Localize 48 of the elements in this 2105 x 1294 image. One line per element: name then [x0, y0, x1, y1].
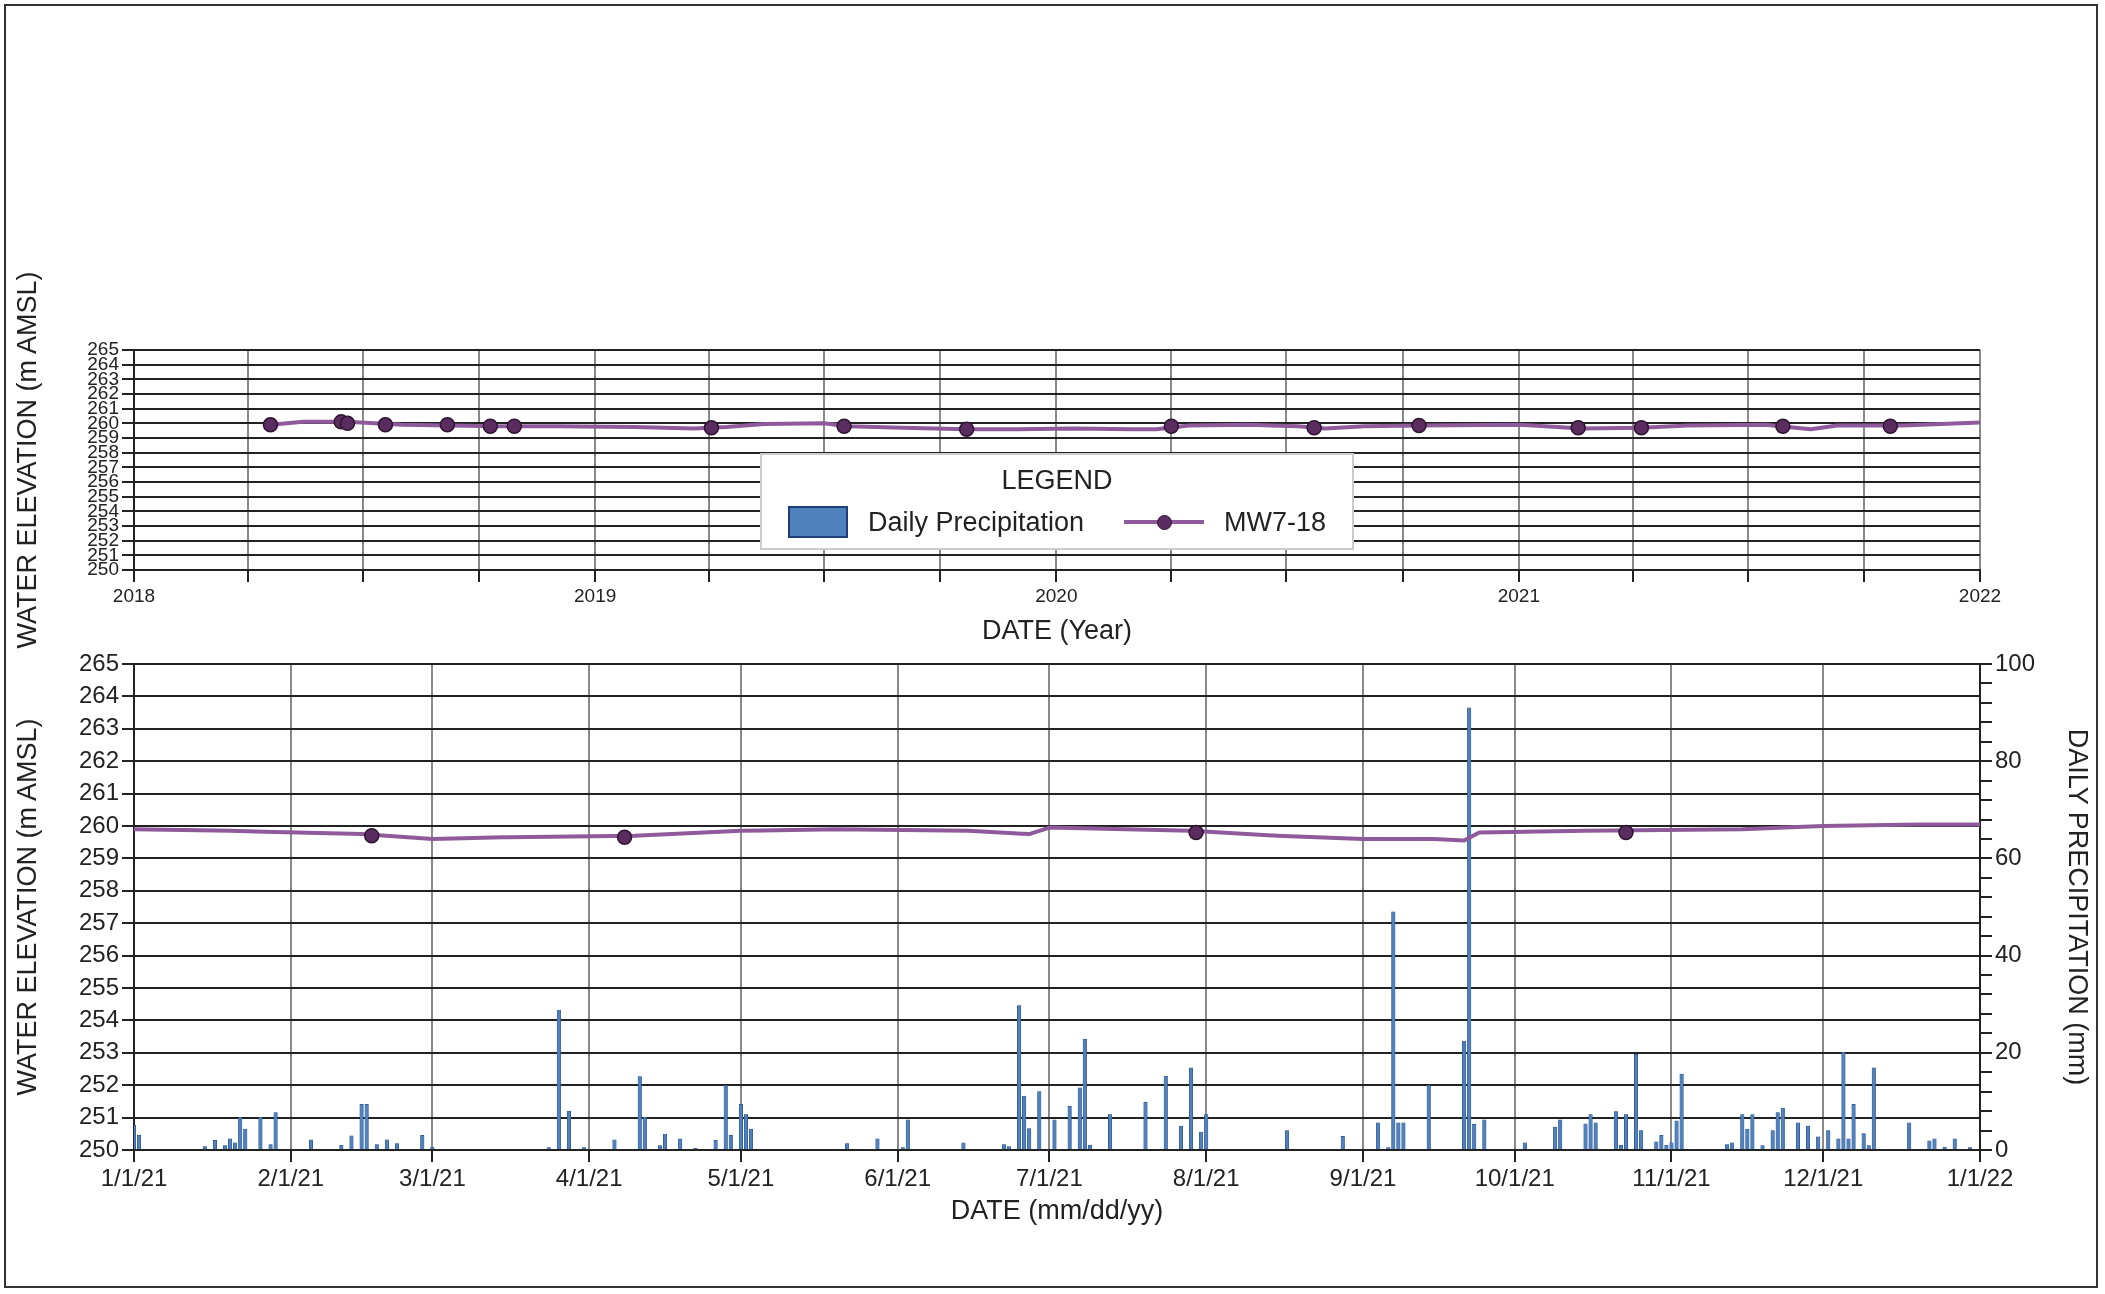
x-tick-label: 3/1/21	[399, 1164, 466, 1192]
x-tick-label: 2020	[1035, 584, 1078, 606]
x-tick-label: 2018	[112, 584, 156, 606]
y-tick-label: 265	[78, 648, 119, 676]
x-tick-label: 1/1/22	[1946, 1164, 2014, 1192]
x-tick-label: 6/1/21	[864, 1164, 932, 1192]
y-tick-label: 253	[78, 1037, 119, 1065]
legend-label: Daily Precipitation	[868, 506, 1085, 538]
y-tick-label: 259	[78, 843, 119, 871]
y-axis-title: WATER ELEVATION (m AMSL)	[11, 718, 42, 1096]
x-tick-label: 2021	[1497, 584, 1540, 606]
legend-label: MW7-18	[1224, 506, 1327, 538]
y-tick-label: 250	[78, 1134, 119, 1162]
y-tick-label: 258	[78, 875, 119, 903]
y-tick-label: 261	[78, 778, 119, 806]
x-tick-label: 7/1/21	[1016, 1164, 1083, 1192]
y-tick-label: 260	[78, 810, 119, 838]
x-tick-label: 11/1/21	[1632, 1164, 1711, 1192]
y2-axis-title: DAILY PRECIPITATION (mm)	[2063, 728, 2094, 1086]
y-axis-title: WATER ELEVATION (m AMSL)	[11, 271, 42, 649]
x-tick-label: 1/1/21	[100, 1164, 168, 1192]
y-tick-label: 252	[78, 1069, 119, 1097]
y-tick-label: 262	[78, 745, 119, 773]
x-tick-label: 2022	[1958, 584, 2002, 606]
x-tick-label: 2/1/21	[257, 1164, 325, 1192]
y2-tick-label: 0	[1995, 1134, 2009, 1162]
y2-tick-label: 20	[1995, 1037, 2022, 1065]
x-tick-label: 2019	[574, 584, 617, 606]
y-tick-label: 257	[78, 907, 119, 935]
y-tick-label: 251	[78, 1102, 119, 1130]
x-tick-label: 12/1/21	[1783, 1164, 1864, 1192]
x-tick-label: 10/1/21	[1474, 1164, 1555, 1192]
y2-tick-label: 100	[1995, 648, 2036, 676]
y-tick-label: 263	[78, 713, 119, 741]
legend-title: LEGEND	[1000, 465, 1114, 496]
x-tick-label: 8/1/21	[1172, 1164, 1240, 1192]
y2-tick-label: 60	[1995, 843, 2022, 871]
y-tick-label: 256	[78, 940, 119, 968]
x-tick-label: 5/1/21	[707, 1164, 775, 1192]
y2-tick-label: 80	[1995, 745, 2022, 773]
x-tick-label: 9/1/21	[1329, 1164, 1397, 1192]
y-tick-label: 254	[78, 1005, 119, 1033]
x-axis-title: DATE (Year)	[981, 615, 1133, 646]
y-tick-label: 255	[78, 972, 119, 1000]
y-tick-label: 264	[78, 681, 119, 709]
y2-tick-label: 40	[1995, 940, 2022, 968]
x-tick-label: 4/1/21	[555, 1164, 623, 1192]
x-axis-title: DATE (mm/dd/yy)	[950, 1195, 1164, 1226]
